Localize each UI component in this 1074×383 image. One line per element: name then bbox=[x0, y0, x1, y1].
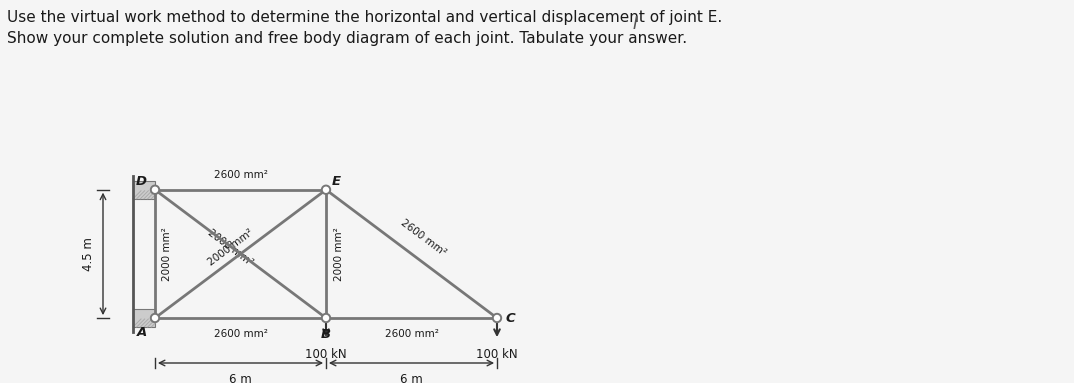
Text: C: C bbox=[505, 311, 514, 324]
Text: 2600 mm²: 2600 mm² bbox=[384, 329, 438, 339]
Text: Use the virtual work method to determine the horizontal and vertical displacemen: Use the virtual work method to determine… bbox=[8, 10, 722, 25]
Circle shape bbox=[150, 314, 159, 322]
Circle shape bbox=[322, 185, 330, 194]
Text: 2000 mm²: 2000 mm² bbox=[162, 227, 172, 281]
Text: 2600 mm²: 2600 mm² bbox=[214, 329, 267, 339]
Text: 2600 mm²: 2600 mm² bbox=[398, 218, 448, 258]
Text: D: D bbox=[135, 175, 146, 188]
Text: 100 kN: 100 kN bbox=[305, 348, 347, 361]
Text: 2000 mm²: 2000 mm² bbox=[206, 228, 255, 268]
Bar bbox=[133, 181, 155, 199]
Text: 6 m: 6 m bbox=[401, 373, 423, 383]
Text: 6 m: 6 m bbox=[229, 373, 252, 383]
Text: B: B bbox=[321, 327, 331, 340]
Text: E: E bbox=[332, 175, 340, 188]
Bar bbox=[133, 309, 155, 327]
Text: 2600 mm²: 2600 mm² bbox=[214, 170, 267, 180]
Text: 100 kN: 100 kN bbox=[476, 348, 518, 361]
Text: A: A bbox=[136, 326, 147, 339]
Text: Show your complete solution and free body diagram of each joint. Tabulate your a: Show your complete solution and free bod… bbox=[8, 31, 687, 46]
Text: 2000 mm²: 2000 mm² bbox=[334, 227, 344, 281]
Circle shape bbox=[322, 314, 330, 322]
Text: I: I bbox=[633, 15, 638, 33]
Circle shape bbox=[493, 314, 502, 322]
Circle shape bbox=[150, 185, 159, 194]
Text: 4.5 m: 4.5 m bbox=[83, 237, 96, 271]
Text: 2000 mm²: 2000 mm² bbox=[206, 228, 255, 268]
